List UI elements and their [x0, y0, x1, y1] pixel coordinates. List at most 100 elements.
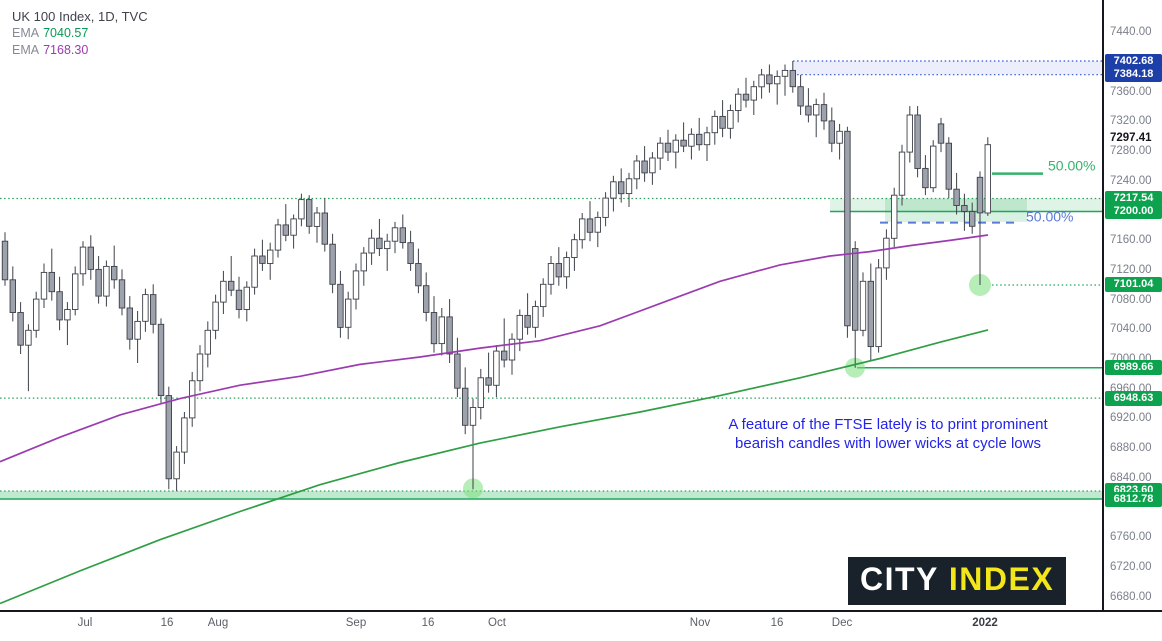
- candle-body: [438, 316, 445, 345]
- candle-body: [516, 314, 523, 340]
- candle-body: [376, 237, 383, 250]
- candle-body: [1, 240, 9, 281]
- time-axis-label: Sep: [345, 617, 367, 629]
- candle-body: [727, 110, 734, 129]
- candle-body: [602, 197, 609, 218]
- candle-body: [742, 93, 750, 101]
- annotation-line-2: bearish candles with lower wicks at cycl…: [735, 435, 1041, 452]
- price-gridline-label: 7280.00: [1110, 145, 1152, 158]
- candle-body: [781, 69, 789, 77]
- price-gridline-label: 6920.00: [1110, 412, 1152, 425]
- candle-body: [633, 160, 640, 180]
- ema-line-0: [0, 329, 989, 605]
- price-gridline-label: 6880.00: [1110, 442, 1152, 455]
- price-gridline-label: 7160.00: [1110, 234, 1152, 247]
- candle-body: [945, 142, 952, 190]
- candle-body: [95, 268, 102, 297]
- candle-body: [937, 123, 945, 144]
- candle-body: [735, 93, 742, 111]
- candle-body: [953, 188, 960, 206]
- ema-label: EMA: [12, 43, 40, 57]
- candle-body: [696, 133, 703, 146]
- ema-value: 7168.30: [43, 43, 89, 57]
- price-level-badge: 7200.00: [1105, 203, 1162, 219]
- candle-body: [17, 312, 24, 346]
- candle-body: [805, 105, 812, 116]
- candle-body: [64, 309, 71, 321]
- candle-body: [71, 273, 79, 310]
- chart-annotation-text[interactable]: A feature of the FTSE lately is to print…: [683, 415, 1093, 453]
- candle-body: [844, 130, 851, 327]
- candle-body: [87, 246, 95, 270]
- candle-body: [267, 249, 274, 264]
- candle-body: [173, 451, 180, 480]
- price-level-badge: 7101.04: [1105, 277, 1162, 293]
- candle-body: [719, 115, 726, 129]
- candle-body: [680, 139, 687, 147]
- candle-body: [391, 227, 399, 242]
- candle-body: [360, 252, 367, 272]
- swing-high-zone: [793, 61, 1102, 75]
- fib-50-percent-label: 50.00%: [1026, 209, 1073, 225]
- candle-body: [306, 199, 313, 227]
- candle-body: [352, 270, 360, 300]
- candle-body: [188, 380, 196, 419]
- candle-body: [532, 306, 539, 328]
- candle-body: [384, 240, 391, 250]
- price-axis[interactable]: 7440.00 7360.00 7320.00 7280.00 7240.00 7160.…: [1102, 0, 1162, 610]
- candle-body: [298, 199, 305, 220]
- candle-body: [930, 145, 937, 189]
- candle-body: [407, 242, 414, 264]
- time-axis-label: Oct: [488, 617, 506, 629]
- ema-legend-row-2[interactable]: EMA 7168.30: [12, 42, 148, 59]
- current-price-label: 7297.41: [1110, 132, 1154, 145]
- time-axis-label: 16: [160, 617, 174, 629]
- candle-body: [641, 160, 648, 174]
- candle-body: [813, 104, 820, 116]
- city-index-logo: CITY INDEX: [848, 557, 1067, 605]
- candle-body: [766, 74, 773, 85]
- price-gridline-label: 7040.00: [1110, 323, 1152, 336]
- price-level-badge: 6948.63: [1105, 390, 1162, 406]
- support-zone-bottom: [0, 491, 1102, 499]
- candle-body: [836, 130, 843, 144]
- candle-body: [976, 176, 984, 214]
- price-chart-pane[interactable]: 50.00% 50.00% UK 100 Index, 1D, TVC EMA 70…: [0, 0, 1102, 610]
- candle-body: [235, 289, 243, 310]
- candle-body: [149, 294, 157, 325]
- candle-body: [423, 285, 430, 313]
- candle-body: [625, 178, 633, 195]
- candle-body: [867, 280, 874, 348]
- symbol-title[interactable]: UK 100 Index, 1D, TVC: [12, 9, 148, 24]
- candle-body: [165, 395, 173, 480]
- candle-body: [251, 255, 258, 288]
- candle-body: [204, 329, 212, 355]
- candle-body: [820, 104, 828, 122]
- price-level-badge: 7402.68: [1105, 53, 1162, 69]
- candle-body: [25, 329, 32, 346]
- candle-body: [657, 142, 664, 159]
- ema-legend-row-1[interactable]: EMA 7040.57: [12, 25, 148, 42]
- price-gridline-label: 6840.00: [1110, 471, 1152, 484]
- candle-body: [430, 312, 438, 345]
- candle-body: [758, 74, 765, 88]
- candle-body: [563, 257, 570, 278]
- candle-body: [118, 279, 126, 309]
- candle-body: [274, 224, 282, 251]
- candle-body: [898, 151, 906, 196]
- candle-body: [883, 237, 890, 269]
- candle-body: [220, 280, 227, 303]
- candle-body: [345, 298, 352, 328]
- ema-value: 7040.57: [43, 26, 89, 40]
- candle-body: [290, 218, 297, 236]
- candle-body: [688, 133, 695, 147]
- candle-body: [56, 291, 63, 321]
- resistance-zone-box: [885, 198, 1027, 222]
- candle-body: [852, 248, 859, 331]
- candle-body: [875, 267, 882, 348]
- candle-body: [399, 227, 406, 244]
- logo-index-text: INDEX: [948, 561, 1055, 597]
- price-gridline-label: 7080.00: [1110, 293, 1152, 306]
- time-axis[interactable]: Jul 16 Aug Sep 16 Oct Nov 16 Dec 2022: [0, 610, 1162, 641]
- candle-body: [750, 86, 757, 101]
